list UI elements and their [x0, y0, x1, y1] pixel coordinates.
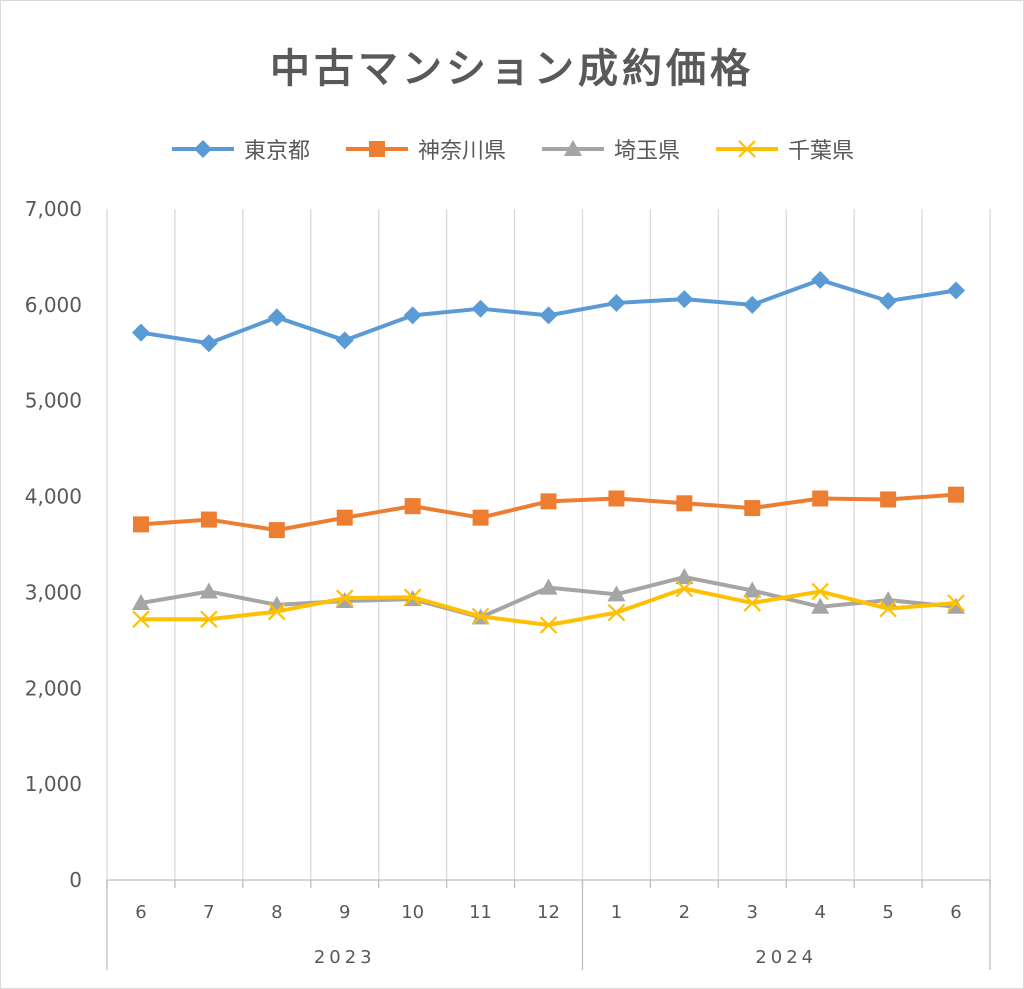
series-1-point — [811, 270, 830, 289]
series-4-point — [268, 602, 286, 621]
legend-item-4: 千葉県 — [714, 133, 854, 165]
series-4-point — [811, 582, 829, 601]
series-1-point — [471, 299, 490, 318]
series-2-point — [132, 516, 149, 533]
chart-legend: 東京都 神奈川県 埼玉県 千葉県 — [0, 133, 1024, 165]
legend-label: 東京都 — [243, 139, 310, 164]
x-tick-label: 1 — [611, 902, 622, 923]
series-3-point — [743, 581, 762, 598]
series-1-point — [675, 290, 694, 309]
series-1-point — [879, 292, 898, 311]
series-1-point — [403, 306, 422, 325]
x-tick-label: 10 — [401, 902, 424, 923]
legend-label: 神奈川県 — [417, 139, 506, 164]
x-tick-label: 5 — [882, 902, 893, 923]
series-4-point — [539, 616, 558, 634]
series-2-point — [880, 491, 897, 508]
x-tick-label: 2 — [679, 902, 690, 923]
series-1-point — [199, 334, 218, 353]
series-2-point — [268, 522, 285, 539]
y-tick-label: 7,000 — [25, 197, 82, 221]
series-2-point — [812, 490, 829, 507]
legend-item-1: 東京都 — [170, 133, 310, 165]
series-4-point — [403, 588, 422, 606]
legend-swatch — [171, 140, 234, 158]
legend-swatch — [542, 140, 604, 156]
chart-title: 中古マンション成約価格 — [270, 46, 754, 92]
x-tick-label: 4 — [814, 902, 825, 923]
series-2-point — [948, 486, 965, 503]
legend-marker — [193, 140, 212, 158]
series-2-point — [472, 509, 489, 526]
y-tick-label: 4,000 — [25, 485, 82, 509]
legend-swatch — [716, 140, 779, 158]
series-3-point — [199, 582, 218, 599]
series-4-point — [743, 594, 762, 612]
legend-label: 千葉県 — [788, 139, 855, 164]
series-4-point — [132, 610, 150, 629]
series-3-point — [539, 578, 558, 595]
series-2-point — [404, 498, 421, 515]
series-4-point — [200, 610, 218, 629]
legend-item-2: 神奈川県 — [344, 133, 506, 165]
y-tick-label: 3,000 — [25, 580, 82, 604]
y-tick-label: 2,000 — [25, 676, 82, 700]
x-tick-label: 12 — [537, 902, 560, 923]
y-tick-label: 1,000 — [25, 772, 82, 796]
y-tick-label: 0 — [69, 868, 82, 892]
series-1-point — [335, 331, 354, 350]
series-1-point — [539, 306, 558, 325]
series-2-point — [540, 493, 557, 510]
x-tick-label: 6 — [135, 902, 146, 923]
legend-swatch — [345, 141, 408, 157]
series-2-point — [676, 495, 693, 512]
series-4-point — [879, 599, 897, 618]
series-1-point — [267, 308, 286, 327]
legend-label: 埼玉県 — [614, 139, 681, 164]
series-1-point — [607, 293, 626, 312]
x-group-label: 2023 — [314, 947, 376, 968]
series-3-point — [947, 597, 966, 614]
legend-marker — [564, 140, 582, 156]
legend-marker — [738, 140, 756, 158]
x-tick-label: 6 — [950, 902, 961, 923]
series-4-point — [675, 579, 694, 598]
x-group-label: 2024 — [755, 947, 817, 968]
series-1-point — [743, 295, 762, 314]
x-tick-label: 7 — [203, 902, 214, 923]
series-2-point — [744, 500, 761, 517]
series-3-point — [675, 568, 694, 585]
x-tick-label: 3 — [747, 902, 758, 923]
series-4-point — [947, 594, 965, 612]
series-2-point — [200, 511, 217, 528]
x-tick-label: 11 — [469, 902, 492, 923]
x-tick-label: 8 — [271, 902, 282, 923]
series-1-point — [131, 323, 150, 342]
series-4-point — [607, 603, 626, 622]
legend-item-3: 埼玉県 — [540, 133, 680, 165]
series-1-point — [947, 281, 966, 300]
y-tick-label: 5,000 — [25, 389, 82, 413]
series-2-point — [608, 490, 625, 507]
series-2-point — [336, 509, 353, 526]
legend-marker — [368, 141, 385, 157]
series-4-point — [335, 589, 354, 607]
series-3-point — [131, 593, 150, 610]
series-3-point — [811, 597, 830, 614]
x-tick-label: 9 — [339, 902, 350, 923]
series-3-point — [607, 585, 626, 602]
y-tick-label: 6,000 — [25, 293, 82, 317]
series-4-point — [471, 607, 490, 626]
